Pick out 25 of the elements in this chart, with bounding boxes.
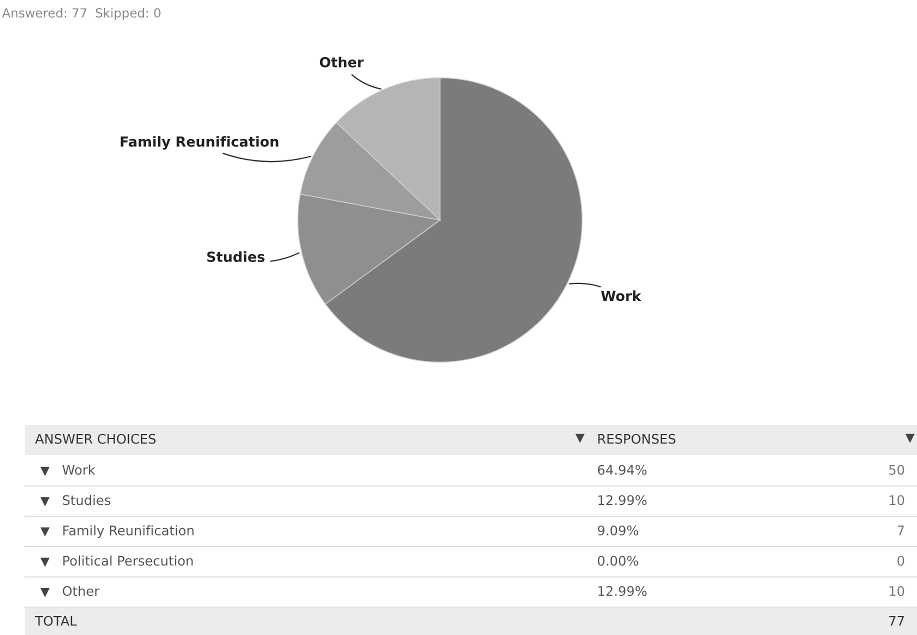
text: 64.94%	[598, 464, 647, 475]
text: 77	[889, 616, 904, 626]
text: 9.09%	[598, 525, 638, 536]
text: 50	[889, 464, 904, 475]
category-label: Family Reunification	[63, 525, 194, 538]
text: Answered: 77	[2, 8, 86, 18]
text: RESPONSES	[598, 434, 676, 444]
legend-label: Political Persecution	[63, 556, 193, 566]
text: Skipped: 0	[96, 8, 160, 20]
slice-label: Work	[601, 290, 642, 302]
text: 7	[898, 526, 904, 536]
text: 0.00%	[598, 556, 638, 566]
category-label: Work	[62, 464, 96, 475]
text: ANSWER CHOICES	[35, 434, 156, 444]
text: TOTAL	[34, 616, 77, 626]
category-label: Studies	[62, 494, 110, 506]
slice-label: Family Reunification	[120, 136, 278, 150]
text: 10	[890, 586, 904, 596]
text: 0	[897, 556, 904, 566]
text: 10	[890, 495, 904, 506]
text: 12.99%	[598, 495, 647, 506]
category-label: Other	[62, 586, 100, 596]
text: 12.99%	[598, 586, 647, 596]
slice-label: Studies	[207, 251, 265, 262]
slice-label: Other	[320, 56, 364, 68]
